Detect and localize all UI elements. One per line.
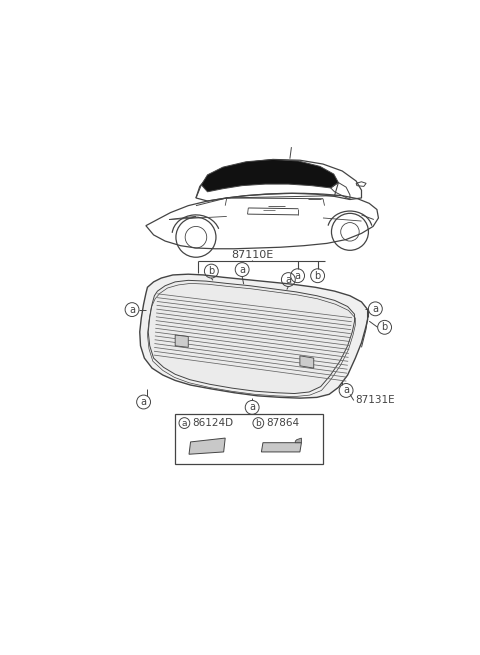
Text: a: a <box>343 385 349 396</box>
Text: a: a <box>249 402 255 413</box>
Polygon shape <box>175 335 188 347</box>
Polygon shape <box>262 443 301 452</box>
Text: a: a <box>141 397 146 407</box>
Polygon shape <box>295 438 301 443</box>
Text: a: a <box>295 271 300 281</box>
Polygon shape <box>300 356 314 368</box>
Polygon shape <box>189 438 225 455</box>
Text: b: b <box>208 266 215 276</box>
Text: a: a <box>239 265 245 274</box>
FancyBboxPatch shape <box>175 413 323 464</box>
Text: 87110E: 87110E <box>231 250 273 259</box>
Text: a: a <box>129 305 135 314</box>
Polygon shape <box>201 159 338 192</box>
Text: a: a <box>285 274 291 284</box>
Text: 86124D: 86124D <box>192 418 233 428</box>
Polygon shape <box>148 280 355 394</box>
Text: b: b <box>382 322 388 332</box>
Text: a: a <box>372 304 378 314</box>
Text: b: b <box>255 419 261 428</box>
Text: 87131E: 87131E <box>355 396 395 405</box>
Text: b: b <box>314 271 321 281</box>
Polygon shape <box>140 274 368 398</box>
Text: a: a <box>181 419 187 428</box>
Text: 87864: 87864 <box>266 418 299 428</box>
